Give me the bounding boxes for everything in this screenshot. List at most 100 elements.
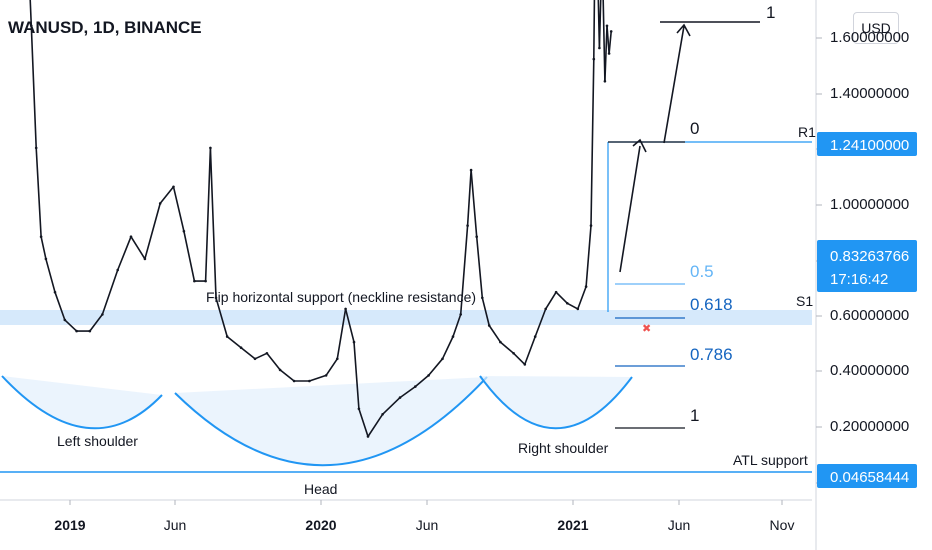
price-segment [159, 186, 175, 205]
price-point [44, 257, 48, 261]
price-segment [308, 374, 327, 382]
price-segment [459, 224, 469, 316]
price-point [292, 379, 296, 383]
arrow-to-r1-head [632, 138, 647, 153]
price-segment [45, 258, 56, 294]
price-segment [602, 0, 606, 83]
price-point [209, 146, 212, 150]
price-point [143, 257, 147, 261]
price-point [592, 57, 596, 61]
price-segment [353, 341, 360, 410]
price-segment [381, 396, 401, 416]
price-segment [209, 147, 217, 299]
right-shoulder-cup [479, 375, 633, 430]
r1-price-label: 1.24100000 [830, 137, 909, 154]
current-price-tag [817, 240, 917, 292]
fib-0-786-label: 0.786 [690, 345, 733, 364]
y-tick-label: 0.40000000 [830, 362, 909, 379]
price-point [441, 357, 444, 361]
price-segment [466, 169, 472, 227]
price-point [265, 352, 269, 355]
price-segment [172, 186, 185, 232]
price-segment [101, 269, 119, 316]
price-point [357, 407, 361, 411]
price-point [533, 335, 537, 338]
r1-price-tag [817, 132, 917, 156]
price-point [53, 290, 57, 294]
price-segment [608, 30, 613, 55]
fib-0-label: 0 [690, 119, 699, 138]
x-tick-label: Jun [668, 517, 691, 533]
price-segment [590, 58, 595, 227]
target-label: 1 [766, 3, 775, 22]
right-shoulder-annotation: Right shoulder [518, 440, 609, 456]
atl-price-tag [817, 464, 917, 488]
price-point [225, 335, 229, 338]
price-point [158, 202, 162, 205]
stop-marker-icon: ✖ [642, 323, 651, 335]
price-segment [367, 413, 384, 438]
price-segment [226, 335, 242, 349]
price-segment [523, 335, 537, 366]
price-point [204, 279, 207, 283]
price-point [512, 352, 515, 355]
currency-button[interactable]: USD [853, 12, 899, 44]
fib-0-5-label: 0.5 [690, 262, 714, 281]
price-point [381, 413, 384, 416]
price-segment [254, 352, 268, 360]
price-segment [481, 296, 491, 327]
price-segment [183, 230, 196, 282]
y-tick-label: 1.40000000 [830, 85, 909, 102]
arrow-to-r1 [619, 145, 641, 273]
price-segment [427, 357, 444, 377]
atl-price-label: 0.04658444 [830, 469, 909, 486]
price-point [352, 340, 356, 344]
price-segment [470, 169, 478, 238]
price-segment [204, 147, 212, 282]
price-point [239, 346, 243, 350]
price-point [487, 324, 491, 327]
price-point [182, 229, 186, 233]
price-segment [452, 313, 462, 338]
price-point [603, 80, 607, 83]
countdown-label: 17:16:42 [830, 271, 888, 288]
x-tick-label: Nov [770, 517, 795, 533]
price-segment [358, 407, 369, 438]
x-tick-label: 2020 [305, 517, 336, 533]
price-point [193, 279, 196, 283]
price-segment [325, 357, 339, 377]
y-tick-label: 1.60000000 [830, 29, 909, 46]
price-segment [555, 291, 569, 305]
price-segment [441, 335, 454, 360]
price-segment [604, 24, 608, 83]
arrow-to-target-head [676, 23, 691, 37]
price-segment [130, 235, 146, 260]
price-segment [414, 374, 430, 388]
price-segment [576, 285, 587, 310]
price-point [30, 24, 33, 28]
price-point [481, 296, 484, 300]
x-tick-label: 2021 [557, 517, 588, 533]
price-segment [54, 291, 66, 321]
chart-title: WANUSD, 1D, BINANCE [8, 18, 202, 37]
price-point [607, 52, 611, 55]
price-segment [240, 346, 256, 360]
r1-annotation: R1 [798, 124, 816, 140]
price-point [598, 46, 601, 50]
price-segment [475, 235, 484, 299]
s1-annotation: S1 [796, 293, 813, 309]
arrow-to-target [663, 25, 685, 144]
price-point [214, 296, 218, 300]
fib-1-label: 1 [690, 406, 699, 425]
x-tick-label: Jun [416, 517, 439, 533]
price-point [116, 268, 119, 272]
price-point [499, 340, 502, 344]
price-segment [566, 302, 579, 310]
price-segment [544, 291, 557, 310]
x-tick-label: Jun [164, 517, 187, 533]
price-point [589, 224, 593, 227]
price-point [88, 329, 92, 333]
price-segment [116, 235, 132, 271]
price-point [101, 313, 104, 316]
